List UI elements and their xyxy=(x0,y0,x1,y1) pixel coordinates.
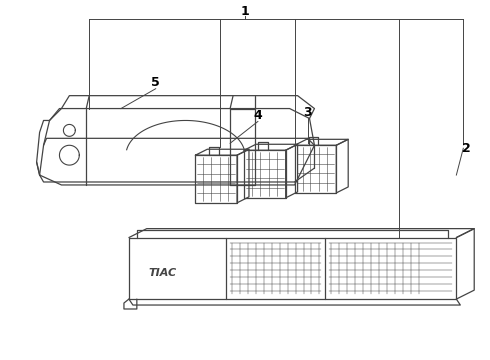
Text: 2: 2 xyxy=(462,142,471,155)
Text: 5: 5 xyxy=(151,76,160,89)
Text: 1: 1 xyxy=(241,5,249,18)
Text: 4: 4 xyxy=(253,109,262,122)
Text: TIAC: TIAC xyxy=(149,268,177,278)
Text: 3: 3 xyxy=(303,106,312,119)
